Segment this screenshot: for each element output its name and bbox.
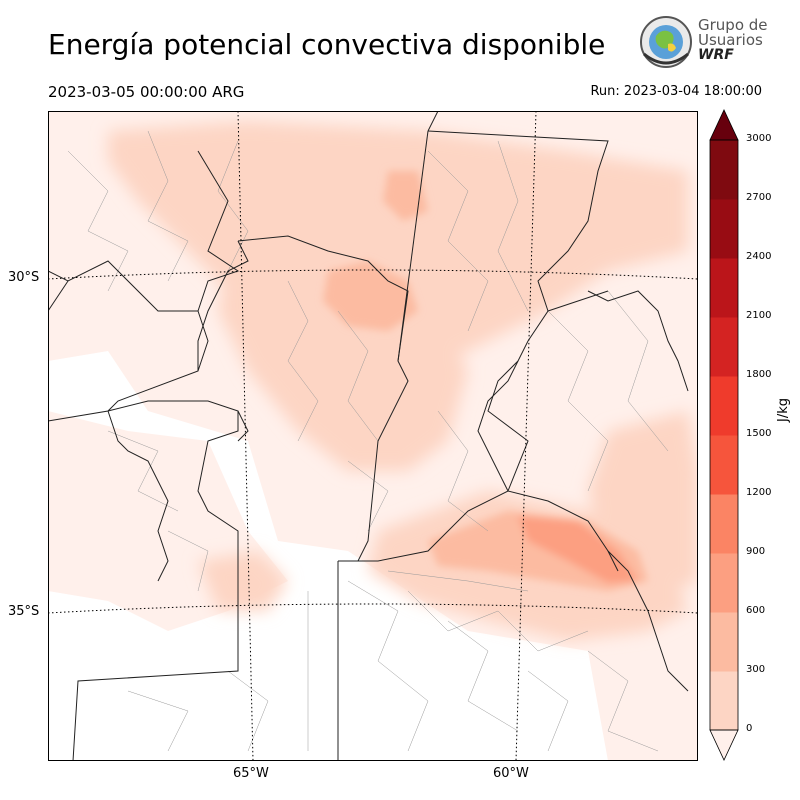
colorbar-tick-label: 1500 <box>746 428 772 439</box>
logo-line1: Grupo de <box>698 16 768 34</box>
logo-line2: Usuarios <box>698 31 763 49</box>
colorbar-tick-label: 0 <box>746 723 753 734</box>
colorbar-tick-label: 300 <box>746 664 766 675</box>
colorbar-tick-label: 1800 <box>746 369 772 380</box>
colorbar-band <box>710 317 738 377</box>
valid-time: 2023-03-05 00:00:00 ARG <box>48 83 245 101</box>
colorbar-frame <box>709 139 739 731</box>
lat-30s-line <box>48 269 698 280</box>
colorbar-band <box>710 553 738 613</box>
cape-map <box>48 111 698 761</box>
colorbar-tick-label: 2700 <box>746 192 772 203</box>
colorbar-tick-label: 1200 <box>746 487 772 498</box>
colorbar-extend-top <box>709 109 739 141</box>
cape-300-600-southwest <box>198 551 288 611</box>
colorbar-band <box>710 435 738 495</box>
colorbar-band <box>710 494 738 554</box>
province-boundaries <box>48 111 689 761</box>
colorbar <box>709 109 739 761</box>
colorbar-extend-bottom <box>709 729 739 761</box>
run-time: Run: 2023-03-04 18:00:00 <box>590 84 762 99</box>
colorbar-tick-label: 600 <box>746 605 766 616</box>
colorbar-band <box>710 199 738 259</box>
cape-shading <box>48 111 698 761</box>
lat-35s-line <box>48 603 698 614</box>
logo-text: Grupo de Usuarios WRF <box>698 18 768 63</box>
colorbar-tick-label: 2100 <box>746 310 772 321</box>
cape-600-900-north <box>383 171 428 221</box>
colorbar-band <box>710 140 738 200</box>
map-frame <box>48 111 698 761</box>
lat-label-35s: 35°S <box>8 604 40 619</box>
lat-label-30s: 30°S <box>8 270 40 285</box>
lon-label-65w: 65°W <box>233 766 269 781</box>
chart-title: Energía potencial convectiva disponible <box>48 28 606 61</box>
cape-900-1200-south <box>518 516 638 583</box>
colorbar-band <box>710 671 738 731</box>
wrf-logo: Grupo de Usuarios WRF <box>638 14 768 74</box>
colorbar-tick-label: 3000 <box>746 133 772 144</box>
department-boundaries <box>67 130 669 752</box>
colorbar-tick-label: 900 <box>746 546 766 557</box>
cape-600-900-central <box>323 261 418 331</box>
colorbar-tick-label: 2400 <box>746 251 772 262</box>
lon-60w-line <box>515 111 537 761</box>
colorbar-unit: J/kg <box>776 398 791 422</box>
colorbar-band <box>710 376 738 436</box>
colorbar-bands <box>710 140 738 731</box>
wrf-globe-icon <box>640 16 692 68</box>
colorbar-band <box>710 258 738 318</box>
lon-65w-line <box>237 111 254 761</box>
colorbar-band <box>710 612 738 672</box>
logo-line3: WRF <box>698 47 734 63</box>
graticule <box>48 111 698 761</box>
lon-label-60w: 60°W <box>493 766 529 781</box>
